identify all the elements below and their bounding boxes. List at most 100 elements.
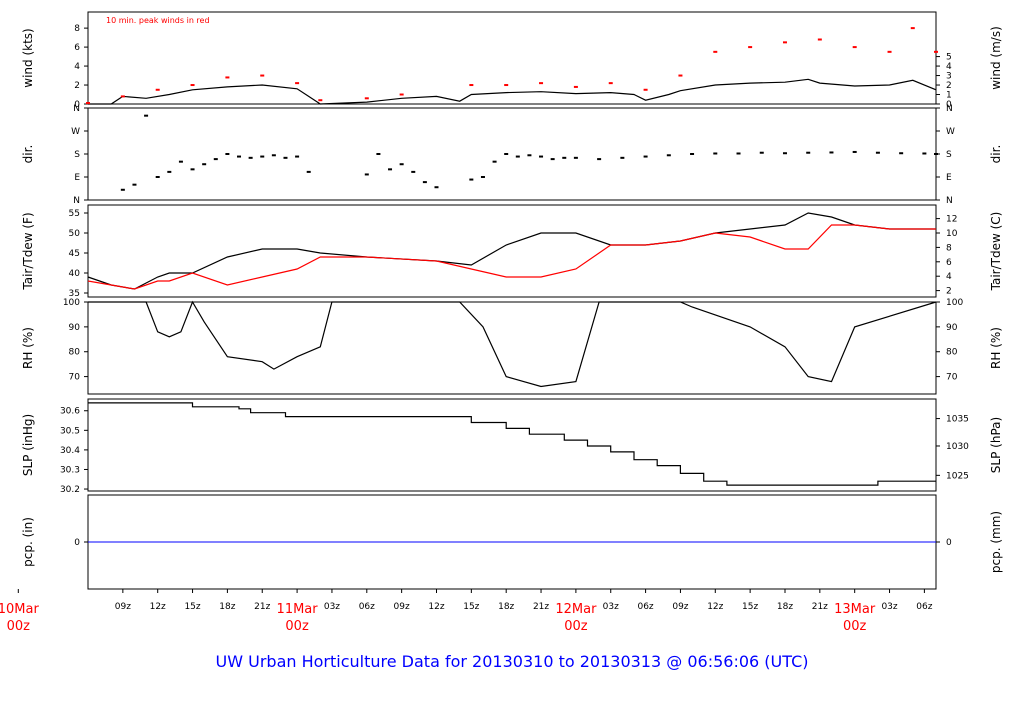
y-tick-label-right: 70	[946, 373, 958, 383]
peak-point	[225, 76, 230, 79]
y-axis-label-right: wind (m/s)	[989, 26, 1003, 90]
x-tick-label: 06z	[637, 602, 653, 612]
dir-point	[225, 153, 230, 155]
x-tick-label: 06z	[916, 602, 932, 612]
panel-frame	[87, 204, 937, 298]
y-tick-label-right: 0	[946, 100, 952, 110]
chart-title: UW Urban Horticulture Data for 20130310 …	[216, 652, 809, 671]
peak-point	[364, 97, 369, 100]
dir-point	[829, 151, 834, 154]
x-tick-label: 21z	[254, 602, 270, 612]
y-tick-label-left: 30.2	[60, 485, 80, 495]
y-tick-label-left: 90	[69, 323, 81, 333]
y-tick-label-left: 0	[74, 100, 80, 110]
y-tick-label-left: E	[74, 173, 80, 183]
x-tick-label: 12z	[707, 602, 723, 612]
x-day-label: 10Mar	[0, 602, 39, 617]
y-tick-label-right: N	[946, 104, 953, 114]
y-tick-label-left: 0	[74, 538, 80, 548]
y-tick-label-left: 45	[69, 249, 80, 259]
dir-point	[713, 152, 718, 155]
dir-point	[237, 155, 242, 158]
x-tick-label: 21z	[533, 602, 549, 612]
dir-point	[202, 163, 207, 166]
y-tick-label-left: 30.5	[60, 426, 80, 436]
dir-point	[399, 163, 404, 166]
dir-point	[411, 170, 416, 173]
x-tick-label: 03z	[881, 602, 897, 612]
y-tick-label-right: 1	[946, 91, 952, 101]
peak-point	[295, 82, 300, 85]
dir-point	[852, 150, 857, 153]
y-tick-label-left: 30.6	[60, 407, 80, 417]
x-tick-label: 15z	[463, 602, 479, 612]
dir-point	[934, 153, 938, 155]
y-axis-label-right: dir.	[989, 145, 1003, 164]
y-tick-label-left: 80	[69, 348, 81, 358]
rh-line	[88, 300, 937, 388]
wind-line	[88, 78, 937, 105]
panel-frame	[87, 301, 937, 395]
peak-point	[782, 41, 787, 44]
y-tick-label-left: 70	[69, 373, 81, 383]
peak-point	[260, 74, 265, 77]
peak-point	[608, 82, 613, 85]
x-day-label: 11Mar	[277, 602, 319, 617]
slp-line	[88, 402, 936, 486]
dir-point	[434, 186, 439, 189]
dir-point	[782, 152, 787, 155]
y-axis-label-left: dir.	[21, 145, 35, 164]
peak-point	[934, 50, 938, 53]
dir-point	[875, 151, 880, 154]
panel-3: Tair/Tdew (F) Tair/Tdew (C) 35 40 45 50 55 2 4 6 8…	[21, 204, 1003, 299]
dir-point	[759, 151, 764, 154]
dir-point	[190, 168, 195, 171]
y-tick-label-right: 3	[946, 72, 952, 82]
x-tick-label: 03z	[324, 602, 340, 612]
y-tick-label-left: 30.4	[60, 446, 80, 456]
dir-point	[643, 155, 648, 158]
peak-point	[713, 50, 718, 53]
y-tick-label-right: 6	[946, 258, 952, 268]
panel-6: pcp. (in) pcp. (mm) 0 0	[21, 494, 1003, 590]
y-axis-label-left: Tair/Tdew (F)	[21, 212, 35, 290]
dir-point	[492, 160, 497, 163]
y-axis-label-left: pcp. (in)	[21, 517, 35, 567]
y-tick-label-left: 100	[63, 298, 80, 308]
x-day-hour-label: 00z	[7, 619, 31, 634]
y-tick-label-left: 2	[74, 81, 80, 91]
peak-point	[573, 85, 578, 88]
dir-point	[515, 155, 520, 158]
y-tick-label-left: W	[71, 127, 80, 137]
y-tick-label-right: 2	[946, 287, 952, 297]
y-tick-label-right: 12	[946, 215, 957, 225]
dir-point	[260, 155, 265, 158]
y-tick-label-left: N	[73, 104, 80, 114]
y-tick-label-left: 50	[69, 229, 81, 239]
y-tick-label-right: 5	[946, 53, 952, 63]
dir-point	[597, 158, 602, 161]
peak-point	[817, 38, 822, 41]
dir-point	[690, 153, 695, 155]
peak-point	[643, 88, 648, 91]
dir-point	[480, 176, 485, 178]
peak-point	[120, 95, 125, 98]
dir-point	[178, 160, 183, 163]
x-day-label: 13Mar	[834, 602, 876, 617]
y-tick-label-right: W	[946, 127, 955, 137]
x-day-hour-label: 00z	[843, 619, 867, 634]
peak-point	[155, 88, 160, 91]
dir-point	[248, 156, 253, 159]
y-tick-label-right: 80	[946, 348, 958, 358]
x-tick-label: 18z	[219, 602, 235, 612]
x-tick-label: 12z	[150, 602, 166, 612]
y-tick-label-right: N	[946, 196, 953, 206]
y-axis-label-left: SLP (inHg)	[21, 414, 35, 476]
dir-point	[271, 154, 276, 157]
y-tick-label-left: S	[74, 150, 80, 160]
dir-point	[167, 170, 172, 173]
y-tick-label-right: 0	[946, 538, 952, 548]
y-tick-label-right: 8	[946, 243, 952, 253]
peak-point	[887, 50, 892, 53]
